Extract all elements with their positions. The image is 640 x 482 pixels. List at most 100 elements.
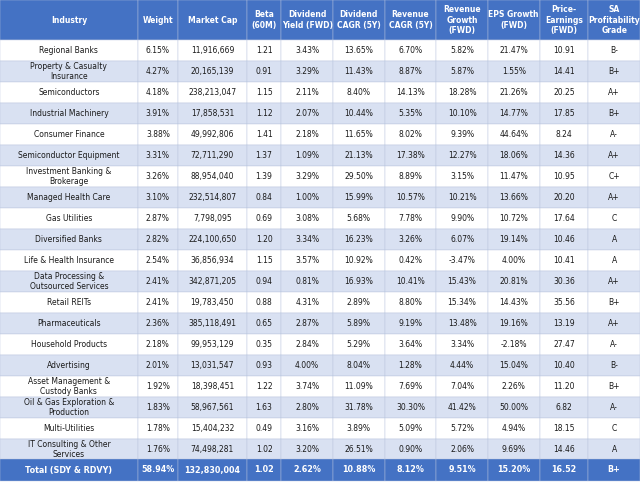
- Text: 6.82: 6.82: [556, 403, 572, 412]
- Bar: [138, 271, 178, 292]
- Text: 9.19%: 9.19%: [399, 319, 422, 328]
- Bar: [436, 397, 488, 418]
- Text: 49,992,806: 49,992,806: [191, 130, 234, 139]
- Bar: [333, 250, 385, 271]
- Text: 21.47%: 21.47%: [499, 46, 528, 55]
- Bar: [247, 0, 282, 40]
- Bar: [178, 61, 247, 82]
- Bar: [436, 187, 488, 208]
- Bar: [247, 145, 282, 166]
- Text: 14.46: 14.46: [553, 445, 575, 454]
- Bar: [333, 418, 385, 439]
- Text: Life & Health Insurance: Life & Health Insurance: [24, 256, 114, 265]
- Bar: [0, 208, 138, 229]
- Bar: [488, 61, 540, 82]
- Text: A: A: [612, 445, 617, 454]
- Bar: [333, 292, 385, 313]
- Bar: [178, 313, 247, 334]
- Text: 5.89%: 5.89%: [347, 319, 371, 328]
- Text: 58.94%: 58.94%: [141, 466, 175, 474]
- Bar: [540, 61, 588, 82]
- Text: 26.51%: 26.51%: [344, 445, 373, 454]
- Text: 11.20: 11.20: [553, 382, 575, 391]
- Text: 10.95: 10.95: [553, 172, 575, 181]
- Bar: [0, 166, 138, 187]
- Text: 1.76%: 1.76%: [146, 445, 170, 454]
- Text: 35.56: 35.56: [553, 298, 575, 307]
- Bar: [385, 397, 436, 418]
- Bar: [282, 103, 333, 124]
- Bar: [0, 292, 138, 313]
- Text: Total (SDY & RDVY): Total (SDY & RDVY): [26, 466, 113, 474]
- Bar: [247, 82, 282, 103]
- Text: 2.82%: 2.82%: [146, 235, 170, 244]
- Bar: [178, 271, 247, 292]
- Bar: [588, 418, 640, 439]
- Text: 2.54%: 2.54%: [146, 256, 170, 265]
- Bar: [282, 166, 333, 187]
- Text: 224,100,650: 224,100,650: [188, 235, 237, 244]
- Text: 0.42%: 0.42%: [399, 256, 422, 265]
- Bar: [138, 376, 178, 397]
- Bar: [247, 229, 282, 250]
- Text: 7.04%: 7.04%: [450, 382, 474, 391]
- Text: 4.00%: 4.00%: [502, 256, 526, 265]
- Bar: [178, 292, 247, 313]
- Text: 3.64%: 3.64%: [398, 340, 422, 349]
- Bar: [0, 187, 138, 208]
- Text: 3.91%: 3.91%: [146, 109, 170, 118]
- Text: 0.93: 0.93: [255, 361, 273, 370]
- Text: B+: B+: [609, 382, 620, 391]
- Bar: [385, 271, 436, 292]
- Bar: [488, 292, 540, 313]
- Text: 4.00%: 4.00%: [295, 361, 319, 370]
- Text: 11.09%: 11.09%: [344, 382, 373, 391]
- Bar: [588, 292, 640, 313]
- Bar: [436, 61, 488, 82]
- Bar: [247, 124, 282, 145]
- Bar: [540, 250, 588, 271]
- Bar: [0, 61, 138, 82]
- Bar: [436, 0, 488, 40]
- Text: 14.36: 14.36: [553, 151, 575, 160]
- Bar: [436, 313, 488, 334]
- Text: 15.04%: 15.04%: [499, 361, 528, 370]
- Text: 5.72%: 5.72%: [450, 424, 474, 433]
- Text: Beta
(60M): Beta (60M): [252, 11, 276, 29]
- Text: 2.01%: 2.01%: [146, 361, 170, 370]
- Bar: [333, 145, 385, 166]
- Text: 1.41: 1.41: [256, 130, 273, 139]
- Bar: [488, 208, 540, 229]
- Text: 9.69%: 9.69%: [502, 445, 526, 454]
- Text: 1.22: 1.22: [256, 382, 273, 391]
- Text: 17,858,531: 17,858,531: [191, 109, 234, 118]
- Bar: [178, 229, 247, 250]
- Text: 3.31%: 3.31%: [146, 151, 170, 160]
- Bar: [247, 187, 282, 208]
- Text: 1.12: 1.12: [256, 109, 273, 118]
- Bar: [488, 82, 540, 103]
- Bar: [488, 40, 540, 61]
- Text: 10.57%: 10.57%: [396, 193, 425, 202]
- Bar: [178, 355, 247, 376]
- Bar: [282, 229, 333, 250]
- Bar: [0, 250, 138, 271]
- Text: 15,404,232: 15,404,232: [191, 424, 234, 433]
- Bar: [282, 250, 333, 271]
- Text: 10.88%: 10.88%: [342, 466, 376, 474]
- Bar: [333, 208, 385, 229]
- Bar: [385, 124, 436, 145]
- Bar: [488, 145, 540, 166]
- Bar: [436, 208, 488, 229]
- Text: 0.84: 0.84: [255, 193, 273, 202]
- Bar: [138, 124, 178, 145]
- Bar: [138, 145, 178, 166]
- Text: 15.43%: 15.43%: [447, 277, 477, 286]
- Bar: [436, 334, 488, 355]
- Bar: [247, 292, 282, 313]
- Bar: [385, 292, 436, 313]
- Text: 11,916,669: 11,916,669: [191, 46, 234, 55]
- Text: 1.78%: 1.78%: [146, 424, 170, 433]
- Text: 11.65%: 11.65%: [344, 130, 373, 139]
- Bar: [488, 355, 540, 376]
